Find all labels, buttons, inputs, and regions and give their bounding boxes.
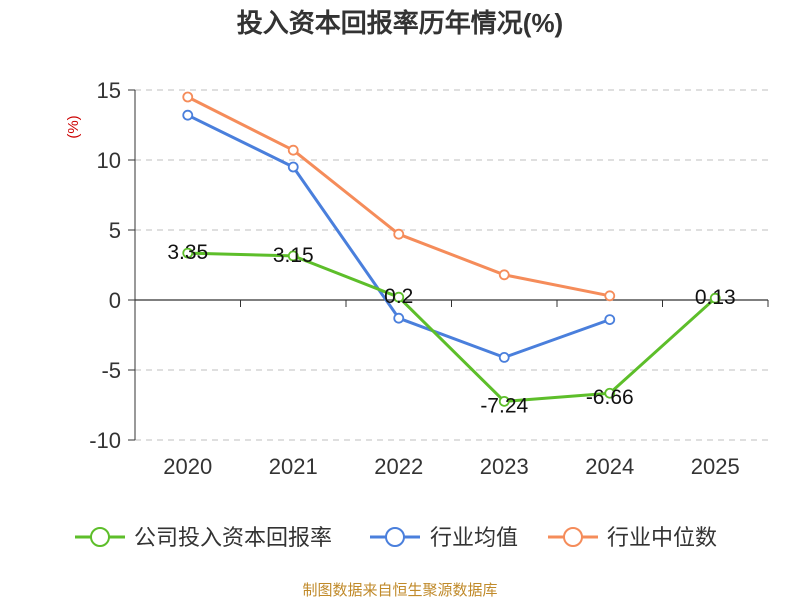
x-tick-label: 2020	[163, 454, 212, 479]
x-tick-label: 2021	[269, 454, 318, 479]
legend-label: 公司投入资本回报率	[134, 525, 332, 550]
data-point	[182, 247, 194, 259]
x-tick-label: 2024	[585, 454, 634, 479]
legend-marker	[90, 527, 110, 547]
data-label: 0.13	[695, 286, 736, 309]
y-tick-label: -5	[101, 358, 121, 383]
x-tick-label: 2023	[480, 454, 529, 479]
x-tick-label: 2022	[374, 454, 423, 479]
y-tick-label: 0	[109, 288, 121, 313]
y-tick-label: 5	[109, 218, 121, 243]
legend-label: 行业均值	[430, 525, 518, 550]
axes: 15 10 5 0 -5 -10 2020 2021 2022 2023 2024 2025	[89, 78, 769, 479]
data-point	[393, 228, 405, 240]
data-point	[287, 144, 299, 156]
data-label: 0.2	[384, 285, 413, 308]
data-label: -6.66	[586, 386, 634, 409]
legend-marker	[563, 527, 583, 547]
series-line	[187, 95, 611, 298]
y-tick-label: -10	[89, 428, 121, 453]
series-line	[187, 251, 717, 403]
data-point	[604, 314, 616, 326]
legend: 公司投入资本回报率 行业均值 行业中位数	[75, 525, 717, 550]
series-layer	[182, 91, 721, 407]
y-tick-label: 15	[97, 78, 121, 103]
data-point	[604, 387, 616, 399]
data-label: -7.24	[480, 394, 528, 417]
data-point	[498, 351, 510, 363]
chart-title: 投入资本回报率历年情况(%)	[237, 8, 563, 38]
data-point	[287, 250, 299, 262]
y-tick-label: 10	[97, 148, 121, 173]
data-point	[709, 292, 721, 304]
data-point	[498, 269, 510, 281]
source-note: 制图数据来自恒生聚源数据库	[302, 582, 497, 599]
data-point	[182, 91, 194, 103]
data-label: 3.15	[273, 244, 314, 267]
data-point	[393, 291, 405, 303]
legend-label: 行业中位数	[607, 525, 717, 550]
data-point	[182, 109, 194, 121]
data-point	[393, 312, 405, 324]
data-point	[498, 395, 510, 407]
grid-lines	[135, 89, 768, 441]
data-labels: 3.35 3.15 0.2 -7.24 -6.66 0.13	[167, 241, 735, 417]
data-point	[604, 290, 616, 302]
legend-marker	[385, 527, 405, 547]
x-tick-label: 2025	[691, 454, 740, 479]
y-axis-unit: (%)	[65, 115, 82, 138]
data-label: 3.35	[167, 241, 208, 264]
data-point	[287, 161, 299, 173]
